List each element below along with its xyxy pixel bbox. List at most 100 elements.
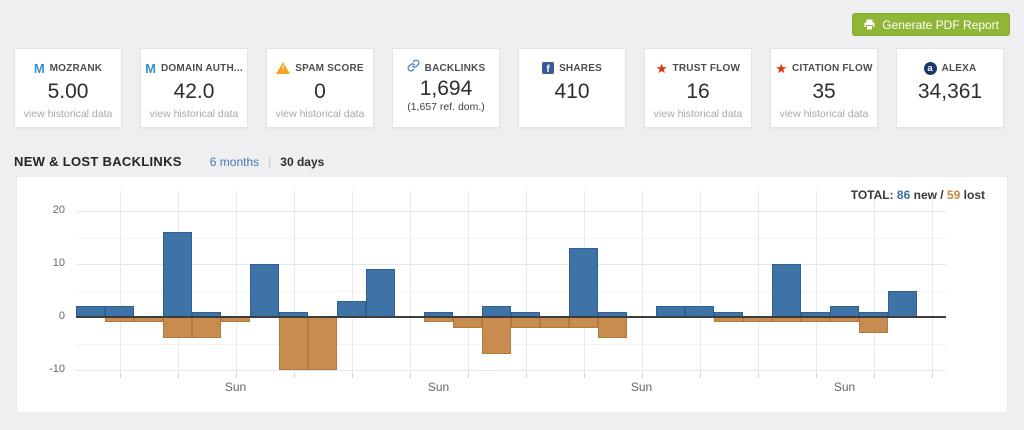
h-gridline bbox=[76, 211, 946, 212]
link-icon bbox=[407, 59, 420, 77]
v-gridline bbox=[757, 191, 759, 374]
card-label: SHARES bbox=[559, 62, 602, 74]
new-lost-backlinks-chart: 20 10 0 -10 Sun Sun Sun Sun bbox=[17, 177, 1007, 412]
lost-bar-day-17[interactable] bbox=[540, 317, 569, 328]
x-axis-tick bbox=[815, 374, 817, 378]
card-value: 0 bbox=[314, 80, 326, 103]
new-bar-day-18[interactable] bbox=[569, 248, 598, 317]
view-historical-link[interactable]: view historical data bbox=[779, 108, 869, 120]
view-historical-link[interactable]: view historical data bbox=[275, 108, 365, 120]
new-bar-day-29[interactable] bbox=[888, 290, 917, 317]
x-axis-label-sun: Sun bbox=[833, 380, 856, 394]
v-gridline bbox=[293, 191, 295, 374]
metric-cards: M MOZRANK 5.00 view historical data M DO… bbox=[14, 48, 1004, 128]
card-spam-score: ! SPAM SCORE 0 view historical data bbox=[266, 48, 374, 128]
card-domain-authority: M DOMAIN AUTH... 42.0 view historical da… bbox=[140, 48, 248, 128]
card-label: DOMAIN AUTH... bbox=[160, 62, 243, 74]
h-gridline bbox=[76, 237, 946, 239]
v-gridline bbox=[931, 191, 933, 374]
card-citation-flow: ★ CITATION FLOW 35 view historical data bbox=[770, 48, 878, 128]
y-axis-label: 0 bbox=[58, 310, 65, 322]
lost-bar-day-5[interactable] bbox=[192, 317, 221, 339]
x-axis-tick bbox=[757, 374, 759, 378]
tab-30-days[interactable]: 30 days bbox=[280, 154, 325, 169]
section-title: NEW & LOST BACKLINKS bbox=[14, 154, 182, 169]
tab-separator: | bbox=[268, 154, 272, 169]
card-mozrank: M MOZRANK 5.00 view historical data bbox=[14, 48, 122, 128]
v-gridline bbox=[815, 191, 817, 374]
card-value: 35 bbox=[812, 80, 836, 103]
card-alexa: a ALEXA 34,361 bbox=[896, 48, 1004, 128]
moz-icon: M bbox=[145, 60, 156, 76]
ref-domains-sub: (1,657 ref. dom.) bbox=[407, 101, 485, 113]
lost-bar-day-28[interactable] bbox=[859, 317, 888, 333]
lost-bar-day-18[interactable] bbox=[569, 317, 598, 328]
v-gridline bbox=[119, 191, 121, 374]
x-axis-label-sun: Sun bbox=[224, 380, 247, 394]
card-value: 1,694 bbox=[419, 77, 473, 100]
v-gridline bbox=[641, 191, 643, 374]
lost-bar-day-8[interactable] bbox=[279, 317, 308, 370]
new-bar-day-10[interactable] bbox=[337, 301, 366, 317]
h-gridline bbox=[76, 290, 946, 292]
x-axis-tick bbox=[293, 374, 295, 378]
card-backlinks: BACKLINKS 1,694 (1,657 ref. dom.) bbox=[392, 48, 500, 128]
lost-bar-day-15[interactable] bbox=[482, 317, 511, 355]
h-gridline bbox=[76, 343, 946, 345]
chart-total: TOTAL: 86 new / 59 lost bbox=[850, 188, 985, 202]
x-axis-tick bbox=[409, 374, 411, 378]
lost-bar-day-16[interactable] bbox=[511, 317, 540, 328]
view-historical-link[interactable]: view historical data bbox=[653, 108, 743, 120]
card-label: BACKLINKS bbox=[424, 62, 486, 74]
printer-icon bbox=[863, 19, 876, 31]
total-lost-count: 59 bbox=[946, 188, 961, 202]
generate-pdf-label: Generate PDF Report bbox=[882, 17, 999, 32]
h-gridline bbox=[76, 264, 946, 265]
lost-bar-day-19[interactable] bbox=[598, 317, 627, 339]
x-axis-tick bbox=[235, 374, 237, 378]
card-value: 42.0 bbox=[173, 80, 215, 103]
y-axis-label: 20 bbox=[52, 204, 65, 216]
lost-bar-day-4[interactable] bbox=[163, 317, 192, 339]
card-label: ALEXA bbox=[941, 62, 977, 74]
star-icon: ★ bbox=[655, 60, 668, 76]
x-axis-tick bbox=[119, 374, 121, 378]
lost-bar-day-14[interactable] bbox=[453, 317, 482, 328]
v-gridline bbox=[467, 191, 469, 374]
h-gridline bbox=[76, 370, 946, 371]
view-historical-link[interactable]: view historical data bbox=[23, 108, 113, 120]
card-label: TRUST FLOW bbox=[672, 62, 741, 74]
x-axis-tick bbox=[699, 374, 701, 378]
x-axis-label-sun: Sun bbox=[427, 380, 450, 394]
view-historical-link[interactable]: view historical data bbox=[149, 108, 239, 120]
zero-axis-line bbox=[76, 316, 946, 318]
x-axis-tick bbox=[351, 374, 353, 378]
new-bar-day-7[interactable] bbox=[250, 264, 279, 317]
v-gridline bbox=[351, 191, 353, 374]
x-axis-tick bbox=[525, 374, 527, 378]
warning-icon: ! bbox=[276, 62, 291, 74]
tab-6-months[interactable]: 6 months bbox=[209, 154, 260, 169]
total-new-count: 86 bbox=[896, 188, 911, 202]
card-label: SPAM SCORE bbox=[295, 62, 364, 74]
x-axis-tick bbox=[873, 374, 875, 378]
alexa-icon: a bbox=[923, 61, 937, 75]
v-gridline bbox=[235, 191, 237, 374]
v-gridline bbox=[409, 191, 411, 374]
x-axis-label-sun: Sun bbox=[630, 380, 653, 394]
card-value: 5.00 bbox=[47, 80, 89, 103]
chart-panel: 20 10 0 -10 Sun Sun Sun Sun TOTAL: 86 new / 59 … bbox=[16, 176, 1008, 413]
new-bar-day-25[interactable] bbox=[772, 264, 801, 317]
facebook-icon: f bbox=[542, 62, 555, 74]
card-label: MOZRANK bbox=[49, 62, 103, 74]
star-icon: ★ bbox=[775, 60, 788, 76]
new-bar-day-4[interactable] bbox=[163, 232, 192, 317]
x-axis-tick bbox=[931, 374, 933, 378]
card-value: 410 bbox=[554, 80, 590, 103]
y-axis-label: 10 bbox=[52, 257, 65, 269]
new-bar-day-11[interactable] bbox=[366, 269, 395, 317]
generate-pdf-button[interactable]: Generate PDF Report bbox=[852, 13, 1010, 36]
lost-bar-day-9[interactable] bbox=[308, 317, 337, 370]
x-axis-tick bbox=[467, 374, 469, 378]
